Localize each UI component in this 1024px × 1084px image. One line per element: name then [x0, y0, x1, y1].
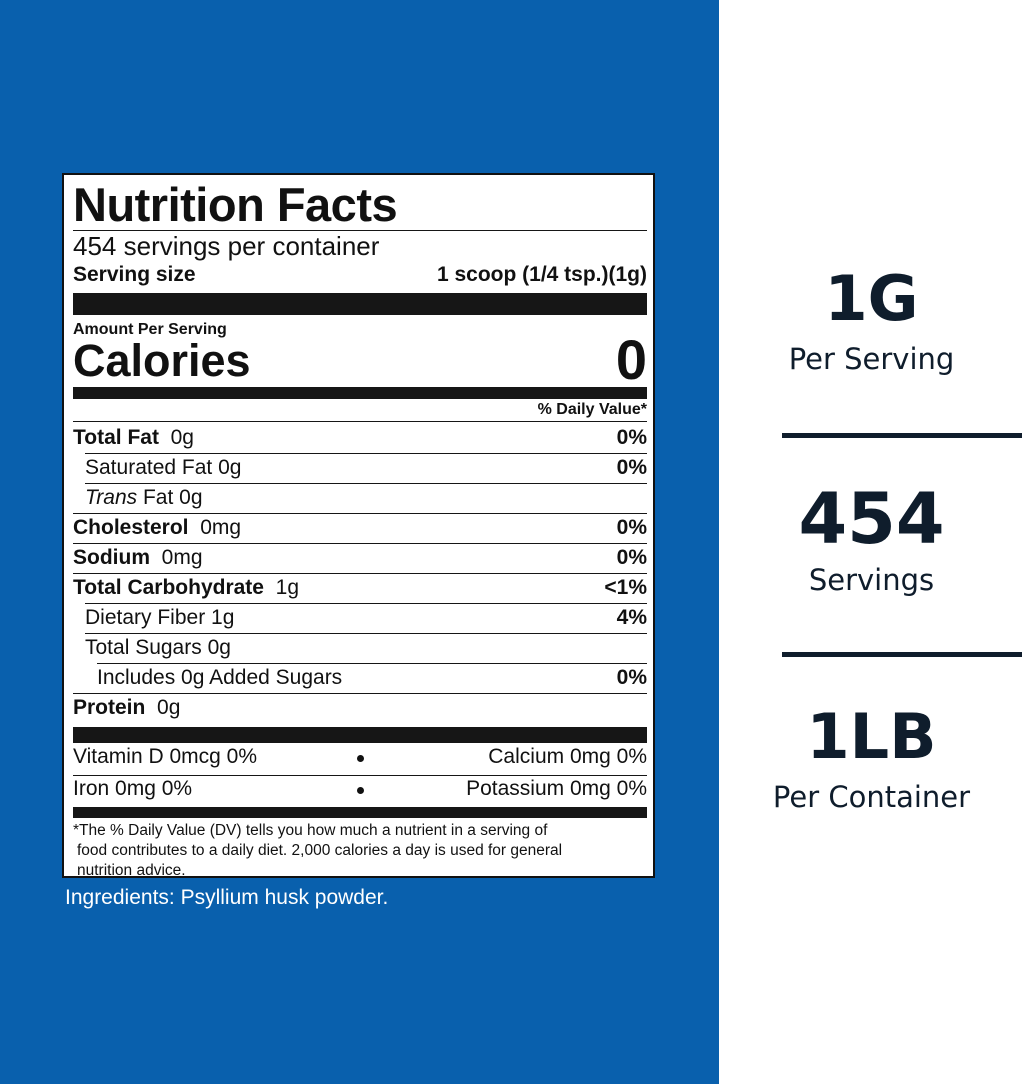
nutrient-amount: 0g [157, 696, 181, 719]
container-weight-value: 1LB [806, 700, 937, 773]
potassium: Potassium 0mg 0% [466, 777, 647, 800]
nutrient-row: Includes 0g Added Sugars 0% [73, 663, 647, 693]
divider [73, 693, 647, 694]
nutrient-dv: 0% [616, 456, 647, 479]
divider [73, 543, 647, 544]
calories-value: 0 [615, 328, 647, 391]
daily-value-header: % Daily Value* [537, 401, 647, 418]
nutrient-amount: 1g [275, 576, 299, 599]
nutrient-name: Total Carbohydrate [73, 576, 264, 599]
nutrient-name: Cholesterol [73, 516, 189, 539]
amount-per-serving: Amount Per Serving [73, 321, 227, 338]
nutrient-dv: 0% [616, 666, 647, 689]
separator-line [782, 433, 1022, 438]
bullet-icon [357, 787, 364, 794]
nutrient-row: Total Carbohydrate 1g <1% [73, 573, 647, 603]
nutrient-row: Protein 0g [73, 693, 647, 723]
container-weight-label: Per Container [772, 780, 971, 814]
nutrient-dv: 0% [616, 426, 647, 449]
nutrient-amount: Dietary Fiber 1g [85, 606, 235, 629]
serving-size-label: Serving size [73, 263, 196, 286]
servings-count-value: 454 [798, 478, 945, 560]
vitamin-d: Vitamin D 0mcg 0% [73, 745, 258, 768]
nutrient-row: Saturated Fat 0g 0% [73, 453, 647, 483]
nutrient-name: Total Fat [73, 426, 159, 449]
divider [85, 603, 647, 604]
nutrient-row: Dietary Fiber 1g 4% [73, 603, 647, 633]
medium-divider [73, 807, 647, 818]
serving-weight-value: 1G [824, 262, 919, 335]
nutrient-name: Sodium [73, 546, 150, 569]
calcium: Calcium 0mg 0% [488, 745, 647, 768]
nutrient-amount: Includes 0g Added Sugars [97, 666, 343, 689]
iron: Iron 0mg 0% [73, 777, 193, 800]
thick-divider [73, 293, 647, 315]
ingredients-text: Ingredients: Psyllium husk powder. [65, 886, 389, 909]
nutrient-row: Total Fat 0g 0% [73, 423, 647, 453]
nutrient-amount: 0mg [161, 546, 203, 569]
footnote-line: food contributes to a daily diet. 2,000 … [77, 842, 563, 859]
divider [85, 483, 647, 484]
blue-panel: Nutrition Facts 454 servings per contain… [0, 0, 719, 1084]
nutrient-row: Trans Fat 0g [73, 483, 647, 513]
daily-value-footnote: *The % Daily Value (DV) tells you how mu… [73, 821, 643, 881]
nutrient-amount: 0g [170, 426, 194, 449]
thick-divider [73, 727, 647, 743]
footnote-line: *The % Daily Value (DV) tells you how mu… [73, 822, 548, 839]
nutrient-amount: Saturated Fat 0g [85, 456, 242, 479]
serving-weight-label: Per Serving [788, 342, 955, 376]
nutrient-dv: 0% [616, 546, 647, 569]
divider [85, 453, 647, 454]
divider [85, 633, 647, 634]
bullet-icon [357, 755, 364, 762]
footnote-line: nutrition advice. [77, 862, 186, 879]
medium-divider [73, 387, 647, 399]
divider [73, 421, 647, 422]
servings-count-label: Servings [808, 563, 935, 597]
separator-line [782, 652, 1022, 657]
nutrient-dv: <1% [604, 576, 647, 599]
serving-size-value: 1 scoop (1/4 tsp.)(1g) [436, 263, 647, 286]
calories-label: Calories [73, 335, 251, 386]
divider [97, 663, 647, 664]
stats-panel: 1G Per Serving 454 Servings 1LB Per Cont… [719, 0, 1024, 1084]
nutrition-facts-label: Nutrition Facts 454 servings per contain… [62, 173, 655, 881]
nutrient-amount: Total Sugars 0g [85, 636, 231, 659]
nutrient-row: Total Sugars 0g [73, 633, 647, 663]
nutrient-dv: 0% [616, 516, 647, 539]
nutrient-amount: Fat 0g [137, 486, 203, 509]
nutrient-amount: 0mg [200, 516, 242, 539]
nutrient-row: Cholesterol 0mg 0% [73, 513, 647, 543]
trans-italic: Trans [85, 486, 138, 509]
divider [73, 573, 647, 574]
nutrient-name: Protein [73, 696, 146, 719]
divider [73, 775, 647, 776]
label-title: Nutrition Facts [73, 178, 398, 231]
nutrient-dv: 4% [616, 606, 647, 629]
divider [73, 230, 647, 231]
servings-per-container: 454 servings per container [73, 231, 380, 261]
nutrient-row: Sodium 0mg 0% [73, 543, 647, 573]
divider [73, 513, 647, 514]
